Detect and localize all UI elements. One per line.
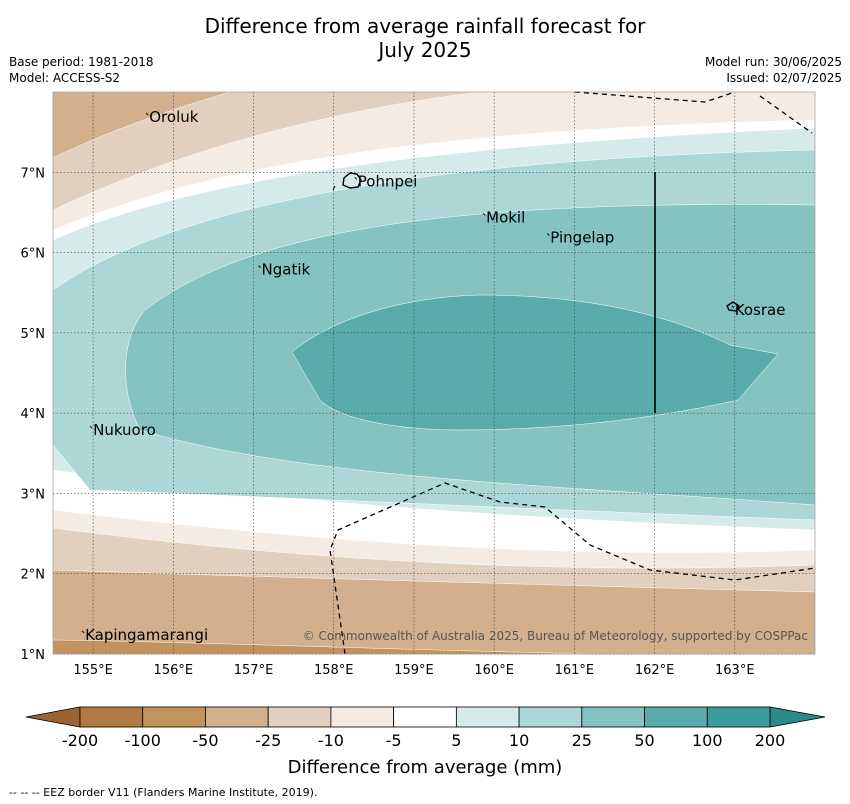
place-label: Kosrae [735, 301, 786, 319]
place-label: Nukuoro [93, 421, 156, 439]
place-marker [731, 305, 735, 309]
colorbar-swatch [518, 706, 583, 728]
colorbar-swatch [205, 706, 269, 728]
eez-footnote: -- -- -- EEZ border V11 (Flanders Marine… [9, 786, 318, 799]
colorbar-tick-label: -5 [386, 731, 402, 750]
colorbar: -200 -100 -50 -25 -10 -5 5 10 25 50 100 200 [25, 706, 826, 750]
eez-borders [329, 91, 816, 655]
colorbar-under-arrow [25, 706, 81, 728]
longitude-ticks: 155°E 156°E 157°E 158°E 159°E 160°E 161°E 162°E… [73, 663, 754, 678]
contour-band-n-minus25 [53, 92, 481, 211]
lat-tick-label: 6°N [21, 247, 46, 262]
place-label: Oroluk [149, 108, 198, 126]
eez-border-north [574, 91, 813, 134]
place-label: Pingelap [550, 229, 614, 247]
issued-date: Issued: 02/07/2025 [726, 71, 842, 85]
colorbar-tick-label: 100 [692, 731, 723, 750]
lon-tick-label: 159°E [394, 663, 434, 678]
copyright-text: © Commonwealth of Australia 2025, Bureau… [303, 629, 808, 643]
place-label: Pohnpei [358, 172, 418, 190]
colorbar-tick-label: -10 [318, 731, 344, 750]
place-marker [81, 630, 85, 634]
map-frame [52, 91, 816, 655]
meta-right: Model run: 30/06/2025 Issued: 02/07/2025 [705, 54, 842, 86]
colorbar-swatch [455, 706, 520, 728]
kosrae-island-outline [726, 301, 740, 312]
rainfall-contours [53, 92, 815, 654]
place-marker [145, 112, 149, 116]
colorbar-tick-label: 200 [755, 731, 786, 750]
map-gridlines [53, 92, 815, 655]
chart-title: Difference from average rainfall forecas… [0, 14, 850, 62]
place-label: Ngatik [262, 261, 311, 279]
place-marker [482, 213, 486, 216]
place-marker [89, 425, 93, 429]
meta-left: Base period: 1981-2018 Model: ACCESS-S2 [9, 54, 154, 86]
colorbar-label: Difference from average (mm) [288, 757, 563, 778]
colorbar-swatch [706, 706, 771, 728]
lat-tick-label: 2°N [21, 568, 46, 583]
place-marker [354, 176, 358, 180]
lat-tick-label: 5°N [21, 327, 46, 342]
lat-tick-label: 1°N [21, 648, 46, 663]
pohnpei-island-outline [342, 172, 362, 189]
lon-tick-label: 157°E [234, 663, 274, 678]
colorbar-over-arrow [769, 706, 826, 728]
lon-tick-label: 158°E [314, 663, 354, 678]
colorbar-tick-label: -50 [192, 731, 218, 750]
colorbar-swatch [644, 706, 708, 728]
colorbar-swatch [581, 706, 645, 728]
colorbar-swatch [79, 706, 144, 728]
colorbar-swatch [267, 706, 332, 728]
title-line-2: July 2025 [378, 38, 472, 62]
contour-band-s-minus100 [53, 639, 601, 654]
lon-tick-label: 155°E [73, 663, 113, 678]
latitude-ticks: 1°N 2°N 3°N 4°N 5°N 6°N 7°N [21, 166, 46, 663]
colorbar-tick-label: 25 [572, 731, 592, 750]
place-labels: Oroluk Pohnpei Mokil Pingelap Ngatik Kosrae Nu… [81, 108, 786, 644]
lat-tick-label: 7°N [21, 166, 46, 181]
lat-tick-label: 3°N [21, 487, 46, 502]
lon-tick-label: 163°E [715, 663, 755, 678]
contour-band-plus50 [291, 294, 779, 431]
colorbar-tick-label: -25 [255, 731, 281, 750]
colorbar-swatch [330, 706, 395, 728]
place-marker [258, 265, 261, 268]
colorbar-tick-label: -200 [62, 731, 98, 750]
colorbar-tick-label: -100 [125, 731, 161, 750]
model-run: Model run: 30/06/2025 [704, 55, 842, 69]
colorbar-tick-label: 10 [509, 731, 529, 750]
place-label: Kapingamarangi [85, 626, 208, 644]
model-name: Model: ACCESS-S2 [9, 71, 121, 85]
lon-tick-label: 162°E [635, 663, 675, 678]
lon-tick-label: 161°E [555, 663, 595, 678]
title-line-1: Difference from average rainfall forecas… [204, 14, 646, 38]
lat-tick-label: 4°N [21, 407, 46, 422]
colorbar-swatch [142, 706, 206, 728]
lon-tick-label: 160°E [474, 663, 514, 678]
ant-atoll-mark [332, 185, 336, 191]
place-marker [546, 233, 550, 236]
colorbar-swatch [393, 706, 457, 728]
place-label: Mokil [486, 208, 525, 226]
colorbar-tick-label: 5 [451, 731, 461, 750]
base-period: Base period: 1981-2018 [9, 55, 154, 69]
colorbar-tick-label: 50 [634, 731, 654, 750]
eez-border-south [329, 482, 816, 655]
lon-tick-label: 156°E [154, 663, 194, 678]
